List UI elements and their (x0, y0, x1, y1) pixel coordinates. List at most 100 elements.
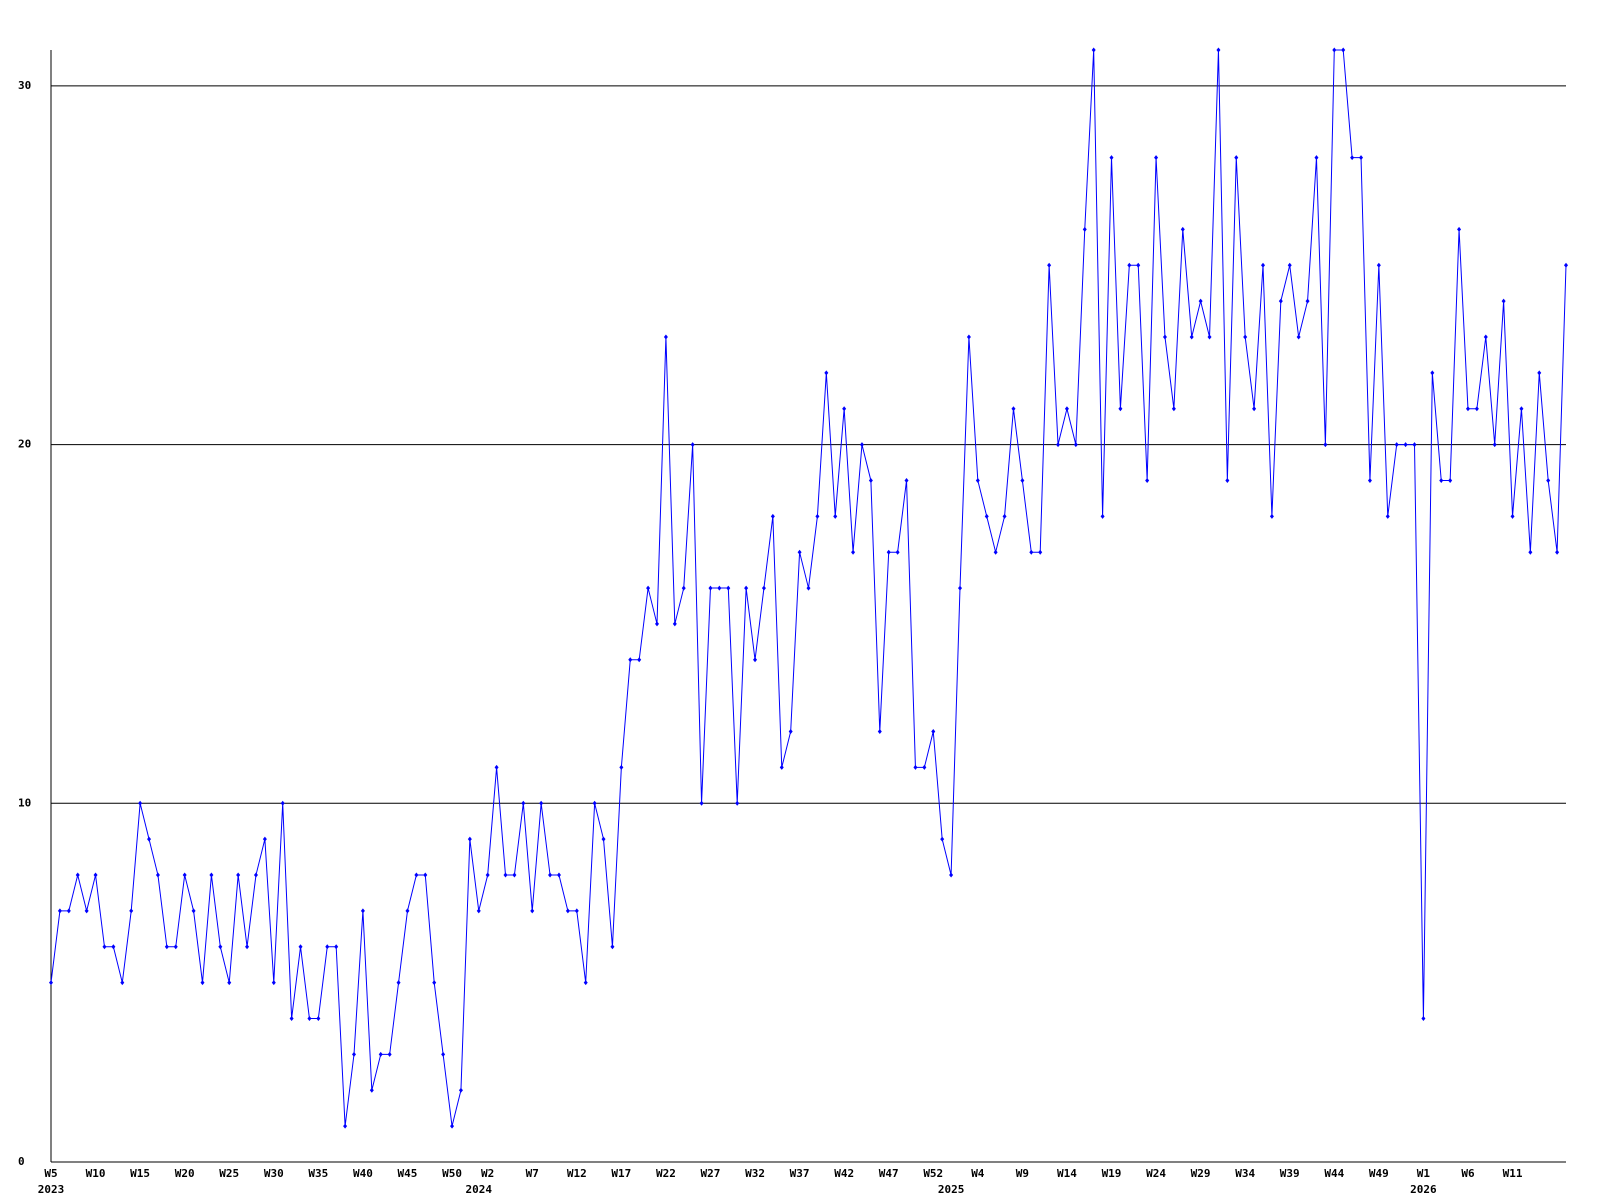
point-marker (1501, 298, 1506, 304)
point-marker (619, 764, 624, 770)
point-marker (414, 872, 419, 878)
point-marker (1261, 262, 1265, 268)
point-marker (138, 800, 143, 806)
point-marker (405, 908, 410, 914)
point-marker (672, 621, 677, 627)
point-marker (182, 872, 187, 878)
point-marker (761, 585, 766, 591)
point-marker (922, 764, 927, 770)
point-marker (699, 800, 704, 806)
point-marker (147, 836, 152, 842)
point-marker (485, 872, 490, 878)
point-marker (788, 729, 793, 735)
point-marker (1305, 298, 1310, 304)
x-tick-label: W25 (219, 1167, 239, 1180)
point-marker (913, 764, 918, 770)
point-marker (806, 585, 811, 591)
x-tick-label: W35 (308, 1167, 328, 1180)
point-marker (574, 908, 579, 914)
point-marker (1367, 477, 1372, 483)
point-marker (1171, 406, 1176, 412)
point-marker (975, 477, 980, 483)
point-marker (1020, 477, 1025, 483)
point-marker (164, 944, 169, 950)
point-marker (1537, 370, 1542, 376)
point-marker (690, 442, 695, 448)
point-marker (886, 549, 891, 555)
point-marker (548, 872, 553, 878)
point-marker (1189, 334, 1194, 340)
x-tick-label: W11 (1503, 1167, 1523, 1180)
point-marker (102, 944, 107, 950)
x-year-label: 2025 (938, 1183, 965, 1196)
point-marker (681, 585, 686, 591)
point-marker (75, 872, 80, 878)
x-tick-label: W9 (1016, 1167, 1029, 1180)
point-marker (779, 764, 784, 770)
point-marker (940, 836, 945, 842)
point-marker (57, 908, 62, 914)
point-marker (1510, 513, 1515, 519)
x-tick-label: W39 (1280, 1167, 1300, 1180)
point-marker (931, 729, 936, 735)
point-marker (1385, 513, 1390, 519)
point-marker (1314, 155, 1319, 161)
point-marker (423, 872, 428, 878)
point-marker (1465, 406, 1470, 412)
y-tick-label: 30 (18, 79, 31, 92)
x-tick-label: W17 (611, 1167, 631, 1180)
point-marker (236, 872, 241, 878)
point-marker (343, 1123, 348, 1129)
point-marker (387, 1051, 392, 1057)
point-marker (93, 872, 98, 878)
point-marker (1394, 442, 1399, 448)
point-marker (565, 908, 570, 914)
point-marker (84, 908, 89, 914)
x-tick-label: W14 (1057, 1167, 1077, 1180)
point-marker (1430, 370, 1435, 376)
point-marker (949, 872, 954, 878)
point-marker (1421, 1016, 1426, 1022)
point-marker (1162, 334, 1167, 340)
x-tick-label: W29 (1191, 1167, 1211, 1180)
point-marker (1332, 47, 1337, 53)
point-marker (467, 836, 472, 842)
point-marker (1269, 513, 1274, 519)
point-marker (289, 1016, 294, 1022)
x-tick-label: W30 (264, 1167, 284, 1180)
point-marker (556, 872, 561, 878)
point-marker (895, 549, 900, 555)
point-marker (833, 513, 838, 519)
x-tick-label: W12 (567, 1167, 587, 1180)
point-marker (1448, 477, 1453, 483)
point-marker (1091, 47, 1096, 53)
point-marker (1207, 334, 1212, 340)
point-marker (1234, 155, 1239, 161)
point-marker (1225, 477, 1230, 483)
x-tick-label: W45 (398, 1167, 418, 1180)
point-marker (49, 980, 53, 986)
point-marker (441, 1051, 446, 1057)
point-marker (1180, 226, 1185, 232)
point-marker (450, 1123, 455, 1129)
y-tick-label: 10 (18, 796, 31, 809)
point-marker (1483, 334, 1488, 340)
point-marker (396, 980, 401, 986)
x-year-label: 2023 (38, 1183, 65, 1196)
point-marker (503, 872, 508, 878)
point-marker (120, 980, 125, 986)
point-marker (1029, 549, 1034, 555)
x-year-label: 2024 (466, 1183, 493, 1196)
y-tick-label: 20 (18, 438, 31, 451)
x-tick-label: W2 (481, 1167, 494, 1180)
x-tick-label: W47 (879, 1167, 899, 1180)
point-marker (334, 944, 339, 950)
point-marker (360, 908, 365, 914)
point-marker (717, 585, 722, 591)
point-marker (1350, 155, 1355, 161)
point-marker (1038, 549, 1043, 555)
x-tick-label: W27 (701, 1167, 721, 1180)
point-marker (815, 513, 820, 519)
point-marker (993, 549, 998, 555)
point-marker (1011, 406, 1016, 412)
